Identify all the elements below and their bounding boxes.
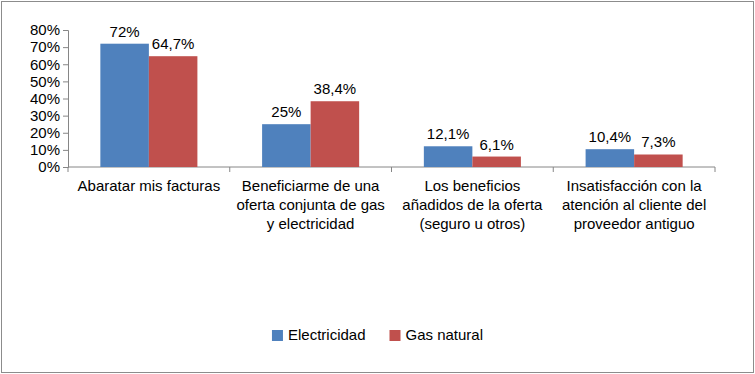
x-separator [553,167,554,172]
x-axis [68,167,715,172]
category-labels: Abaratar mis facturas Beneficiarme de una… [78,177,707,232]
bar [149,56,198,167]
bar [472,157,521,167]
data-label: 6,1% [480,136,514,153]
y-tick-label: 10% [30,141,60,158]
y-tick-label: 30% [30,107,60,124]
bar [586,149,635,167]
bar [100,44,149,167]
y-tick-mark [63,150,68,151]
data-label: 25% [271,103,301,120]
y-tick-mark [63,167,68,168]
y-tick-label: 20% [30,124,60,141]
y-tick-mark [63,133,68,134]
y-tick-label: 50% [30,73,60,90]
data-label: 64,7% [152,35,195,52]
data-label: 38,4% [314,80,357,97]
plot: 0%10%20%30%40%50%60%70%80% 72% 25% 12,1% 10,… [30,21,715,232]
y-tick-mark [63,99,68,100]
y-axis-line [63,31,69,168]
y-tick-label: 40% [30,90,60,107]
category-label: Beneficiarme de unaoferta conjunta de ga… [236,177,384,232]
bar [311,101,360,167]
legend-item: Gas natural [390,326,484,343]
y-tick-mark [63,30,68,31]
legend-item: Electricidad [272,326,366,343]
bar [424,146,473,167]
category-label: Los beneficiosañadidos de la oferta(segu… [402,177,543,232]
y-tick-label: 70% [30,38,60,55]
legend-label: Gas natural [406,326,484,343]
y-tick: 70% [30,38,68,55]
data-label: 10,4% [589,128,632,145]
x-separator [715,167,716,172]
y-tick: 80% [30,21,68,38]
legend: Electricidad Gas natural [272,326,483,343]
legend-label: Electricidad [288,326,366,343]
data-label: 72% [110,23,140,40]
y-tick-label: 60% [30,56,60,73]
bar [634,154,683,167]
chart-frame [2,2,754,373]
legend-swatch [390,330,401,341]
bar [262,124,311,167]
y-tick-mark [63,47,68,48]
x-separator [68,167,69,172]
data-label: 12,1% [427,125,470,142]
y-tick-label: 80% [30,21,60,38]
x-separator [229,167,230,172]
category-label: Abaratar mis facturas [78,177,221,194]
y-tick-mark [63,64,68,65]
legend-swatch [272,330,283,341]
y-tick-mark [63,81,68,82]
x-separator [391,167,392,172]
y-tick: 40% [30,90,68,107]
bars [100,44,682,167]
y-tick-mark [63,116,68,117]
y-tick-label: 0% [38,158,60,175]
y-tick: 30% [30,107,68,124]
y-tick: 60% [30,56,68,73]
y-tick: 0% [38,158,68,175]
category-label: Insatisfacción con laatención al cliente… [562,177,706,232]
chart: 0%10%20%30%40%50%60%70%80% 72% 25% 12,1% 10,… [0,0,755,374]
y-tick: 10% [30,141,68,158]
y-axis: 0%10%20%30%40%50%60%70%80% [30,21,69,175]
data-labels: 72% 25% 12,1% 10,4% 64,7% 38,4% 6,1% 7,3% [110,23,676,153]
y-tick: 20% [30,124,68,141]
y-tick: 50% [30,73,68,90]
data-label: 7,3% [641,133,675,150]
